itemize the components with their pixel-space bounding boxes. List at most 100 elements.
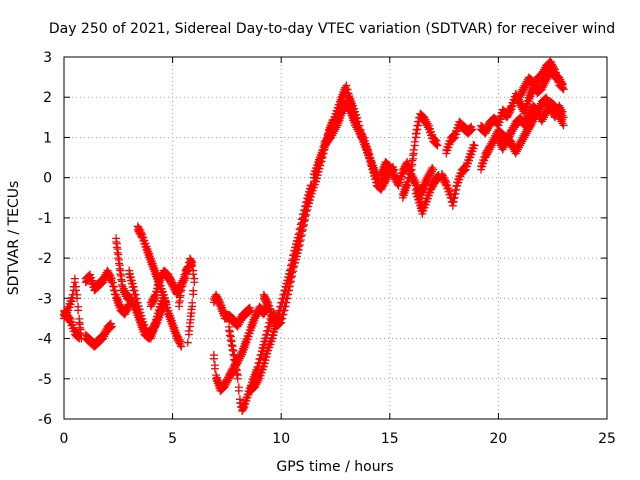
y-tick-label: -4 [38,332,52,348]
data-point [352,119,361,128]
data-point [129,282,138,291]
data-point [385,162,394,171]
data-point [175,335,184,344]
data-point [344,101,353,110]
data-point [468,125,477,134]
data-point [556,103,565,112]
data-point [187,257,196,266]
data-point [73,328,82,337]
data-point [109,282,118,291]
data-point [407,162,416,171]
data-point [494,133,503,142]
series-s21 [442,117,477,158]
data-point [542,93,551,102]
data-point [557,77,566,86]
series-s2 [60,306,84,343]
axis-ticks: 0 5 10 15 20 25 -6 -5 -4 -3 -2 -1 0 1 2 3 [38,50,616,447]
data-point [73,290,82,299]
data-point [113,245,122,254]
data-point [345,103,354,112]
data-point [130,286,139,295]
data-point [343,85,352,94]
series-s25 [516,65,568,102]
series-s24 [494,93,568,158]
data-point [297,227,306,236]
data-point [294,242,303,251]
series-s4 [81,266,134,319]
series-s20 [437,140,479,210]
data-point [176,337,185,346]
data-point [285,278,294,287]
data-point [159,294,168,303]
data-point [556,75,565,84]
data-point [226,332,235,341]
series-s13 [246,181,316,395]
data-point [232,366,241,375]
data-point [115,261,124,270]
y-tick-label: -3 [38,291,52,307]
x-tick-label: 0 [60,431,69,447]
data-point [176,288,185,297]
data-point [209,351,218,360]
data-point [429,165,438,174]
data-point [65,313,74,322]
data-point [232,361,241,370]
data-point [74,329,83,338]
data-point [410,137,419,146]
data-point [183,338,192,347]
y-tick-label: -2 [38,251,52,267]
data-point [76,325,85,334]
data-point [107,322,116,331]
data-point [433,141,442,150]
data-point [545,99,554,108]
data-point [188,258,197,267]
series-s18 [398,109,442,202]
data-point [366,153,375,162]
data-point [544,97,553,106]
data-point [189,286,198,295]
data-point [185,318,194,327]
data-point [131,290,140,299]
data-point [225,327,234,336]
data-point [112,234,121,243]
data-point [301,212,310,221]
data-point [506,103,515,112]
data-point [555,73,564,82]
data-point [343,99,352,108]
data-point [137,228,146,237]
data-point [300,217,309,226]
data-point [351,117,360,126]
data-point [190,274,199,283]
x-tick-label: 15 [381,431,399,447]
data-point [470,141,479,150]
data-point [342,81,351,90]
series-s10 [209,290,255,331]
data-point [230,351,239,360]
x-axis-label: GPS time / hours [276,459,393,475]
data-point [422,117,431,126]
series-s9 [175,254,199,347]
data-point [423,119,432,128]
data-point [235,395,244,404]
y-tick-label: 3 [43,50,52,66]
data-point [529,77,538,86]
data-point [233,371,242,380]
data-point [557,105,566,114]
data-point [432,136,441,145]
data-point [117,277,126,286]
data-point [367,157,376,166]
data-point [75,314,84,323]
data-point [119,284,128,293]
x-tick-label: 20 [489,431,507,447]
data-point [389,168,398,177]
data-point [115,255,124,264]
data-point [408,151,417,160]
data-point [559,113,568,122]
data-point [184,326,193,335]
data-point [234,383,243,392]
data-point [227,337,236,346]
data-point [354,123,363,132]
data-point [229,347,238,356]
data-point [289,263,298,272]
